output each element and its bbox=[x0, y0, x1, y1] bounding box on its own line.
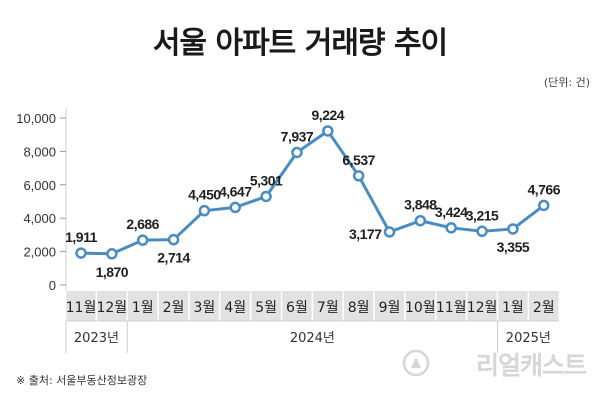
y-tick-label: 4,000 bbox=[23, 211, 56, 226]
month-label: 7월 bbox=[317, 300, 339, 316]
data-label: 3,848 bbox=[404, 197, 437, 213]
data-point bbox=[167, 233, 180, 246]
month-label: 12월 bbox=[467, 300, 498, 316]
data-label: 2,686 bbox=[126, 216, 159, 232]
y-tick-label: 8,000 bbox=[23, 144, 56, 159]
year-label: 2025년 bbox=[506, 331, 551, 346]
data-label: 9,224 bbox=[312, 107, 345, 123]
chart-title: 서울 아파트 거래량 추이 bbox=[152, 26, 448, 61]
source-note: ※ 출처: 서울부동산정보광장 bbox=[16, 374, 148, 387]
unit-label: (단위: 건) bbox=[543, 76, 590, 89]
month-label: 2월 bbox=[533, 300, 555, 316]
year-label: 2023년 bbox=[74, 331, 119, 346]
data-point bbox=[476, 225, 488, 238]
month-label: 11월 bbox=[66, 300, 97, 316]
data-point bbox=[136, 234, 149, 246]
month-label: 8월 bbox=[348, 300, 370, 316]
month-label: 2월 bbox=[163, 300, 185, 316]
data-point bbox=[538, 199, 550, 212]
data-label: 3,215 bbox=[466, 207, 499, 223]
y-tick-label: 6,000 bbox=[23, 178, 56, 193]
data-point bbox=[291, 146, 303, 159]
data-label: 1,870 bbox=[96, 264, 129, 280]
data-point bbox=[445, 222, 457, 234]
year-label: 2024년 bbox=[290, 331, 335, 346]
y-tick-label: 2,000 bbox=[23, 245, 56, 260]
data-label: 6,537 bbox=[342, 152, 375, 168]
month-label: 1월 bbox=[132, 300, 154, 316]
month-label: 6월 bbox=[286, 300, 308, 316]
data-label: 2,714 bbox=[157, 250, 190, 266]
month-label: 5월 bbox=[255, 300, 277, 316]
month-label: 9월 bbox=[379, 300, 401, 316]
data-point bbox=[414, 214, 427, 227]
y-tick-label: 0 bbox=[49, 278, 56, 293]
data-label: 7,937 bbox=[281, 128, 314, 144]
data-point bbox=[106, 248, 118, 260]
data-point bbox=[75, 247, 87, 259]
series-line bbox=[79, 129, 546, 256]
watermark: 리얼캐스트 bbox=[475, 351, 587, 380]
data-point bbox=[507, 223, 519, 235]
data-point bbox=[383, 226, 396, 238]
data-label: 5,301 bbox=[250, 172, 283, 188]
data-label: 3,355 bbox=[497, 239, 530, 255]
data-point bbox=[198, 204, 211, 217]
data-label: 3,177 bbox=[349, 226, 382, 242]
data-point bbox=[260, 190, 272, 203]
month-label: 4월 bbox=[224, 300, 246, 316]
data-label: 4,766 bbox=[527, 181, 560, 197]
month-label: 12월 bbox=[96, 300, 127, 316]
month-label: 10월 bbox=[405, 300, 436, 316]
data-label: 1,911 bbox=[65, 229, 97, 245]
data-label: 4,450 bbox=[188, 187, 221, 203]
y-tick-label: 10,000 bbox=[16, 111, 56, 126]
month-label: 1월 bbox=[502, 300, 524, 316]
realcast-logo-icon bbox=[402, 349, 430, 377]
data-label: 4,647 bbox=[219, 183, 252, 199]
data-point bbox=[229, 201, 241, 214]
data-point bbox=[352, 170, 365, 182]
month-label: 11월 bbox=[436, 300, 467, 316]
month-label: 3월 bbox=[194, 300, 216, 316]
data-point bbox=[322, 125, 334, 137]
data-label: 3,424 bbox=[435, 204, 468, 220]
